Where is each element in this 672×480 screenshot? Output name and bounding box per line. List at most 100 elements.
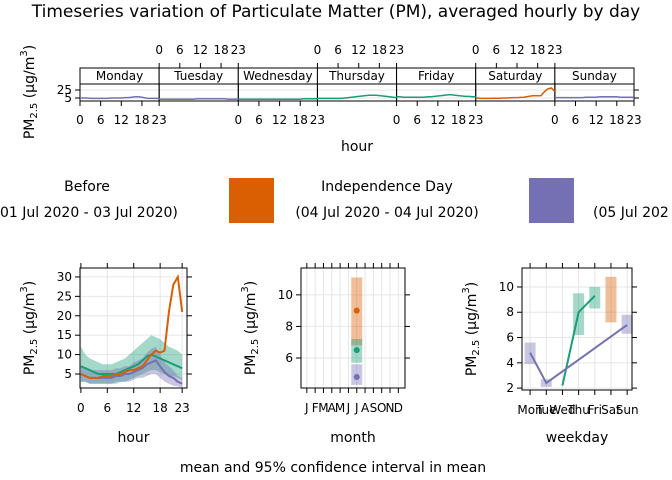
x-tick-label: 12 [114,113,129,127]
series-line [561,295,596,386]
x-tick-label: 23 [231,43,246,57]
y-tick-label: 10 [57,348,72,362]
strip-label: Tuesday [173,69,223,83]
legend-label: (04 Jul 2020 - 04 Jul 2020) [295,205,478,221]
point [353,373,360,380]
x-tick-label: 18 [530,43,545,57]
x-tick-label: 0 [76,113,84,127]
strip-label: Friday [418,69,454,83]
x-tick-label: 18 [293,113,308,127]
y-axis-label-part: 2.5 [29,103,40,119]
x-axis-label: hour [117,430,149,446]
legend-label: (05 Jul 202 [593,205,669,221]
y-tick-label: 15 [57,328,72,342]
series-line [396,94,476,98]
y-axis-label-part: ) [22,281,38,286]
x-tick-label: Tue [535,403,557,417]
series-line [529,324,628,385]
x-tick-label: 0 [155,43,163,57]
x-tick-label: J [304,401,309,415]
x-tick-label: 18 [134,113,149,127]
x-tick-label: N [386,401,395,415]
y-axis-label-part: PM [22,119,38,140]
series-line [475,87,556,100]
x-tick-label: 12 [193,43,208,57]
y-tick-label: 10 [499,280,514,294]
x-tick-label: 6 [334,43,342,57]
legend-label: 01 Jul 2020 - 03 Jul 2020) [0,205,178,221]
y-axis-label-part: PM [464,356,480,377]
y-axis-label-part: PM [243,355,259,376]
x-tick-label: 6 [572,113,580,127]
x-tick-label: J [354,401,359,415]
x-tick-label: M [335,401,345,415]
y-axis-label-part: (μg/m [243,293,259,339]
legend-name: Independence Day [321,179,453,195]
x-axis-label: hour [341,139,373,155]
x-axis-label: weekday [546,430,609,446]
x-tick-label: 12 [126,401,141,415]
x-tick-label: 18 [152,401,167,415]
y-axis-label-part: ) [243,281,259,286]
x-tick-label: 18 [372,43,387,57]
y-axis-label: PM2.5 (μg/m3) [19,281,40,375]
y-axis-label-part: (μg/m [22,293,38,339]
x-tick-label: Wed [549,403,575,417]
x-tick-label: 18 [451,113,466,127]
y-tick-label: 5 [64,91,72,105]
y-axis-label-part: (μg/m [464,294,480,340]
y-axis-label-part: 3 [240,286,251,292]
confidence-bar [605,276,617,323]
series-line [80,273,184,379]
x-tick-label: Sun [616,403,639,417]
strip-label: Monday [96,69,143,83]
y-axis-label: PM2.5 (μg/m3) [19,45,40,139]
x-tick-label: 23 [310,113,325,127]
panel-frame [79,267,188,389]
x-tick-label: 18 [609,113,624,127]
strip-label: Sunday [572,69,617,83]
x-tick-label: 18 [213,43,228,57]
x-axis-label: month [330,430,375,446]
confidence-bar [621,314,633,334]
x-tick-label: 6 [103,401,111,415]
series-line [317,94,397,100]
y-axis-label: PM2.5 (μg/m3) [240,281,261,375]
series-line [80,353,183,375]
y-axis-label: PM2.5 (μg/m3) [461,282,482,376]
y-axis-label-part: 3 [19,50,30,56]
x-tick-label: D [394,401,403,415]
y-tick-label: 25 [57,289,72,303]
x-tick-label: 12 [351,43,366,57]
strip-label: Thursday [328,69,385,83]
y-tick-label: 20 [57,309,72,323]
y-tick-label: 10 [278,288,293,302]
y-tick-label: 4 [506,356,514,370]
y-tick-label: 8 [506,305,514,319]
chart-title: Timeseries variation of Particulate Matt… [31,2,641,22]
legend-name: Before [64,179,110,195]
y-tick-label: 30 [57,270,72,284]
point [353,347,360,354]
x-tick-label: Sat [601,403,621,417]
y-tick-label: 2 [506,381,514,395]
x-tick-label: O [377,401,386,415]
x-tick-label: 0 [472,43,480,57]
y-axis-label-part: ) [22,45,38,50]
x-tick-label: 0 [234,113,242,127]
panel-frame [554,83,635,102]
x-tick-label: F [312,401,319,415]
y-tick-label: 6 [285,351,293,365]
confidence-band [80,335,183,384]
x-tick-label: 0 [314,43,322,57]
x-tick-label: Mon [517,403,542,417]
x-tick-label: 23 [175,401,190,415]
y-axis-label-part: 2.5 [471,340,482,356]
y-tick-label: 8 [285,319,293,333]
x-tick-label: A [328,401,337,415]
y-axis-label-part: PM [22,355,38,376]
x-tick-label: Fri [588,403,602,417]
x-tick-label: 12 [272,113,287,127]
x-tick-label: 6 [493,43,501,57]
x-tick-label: J [346,401,351,415]
